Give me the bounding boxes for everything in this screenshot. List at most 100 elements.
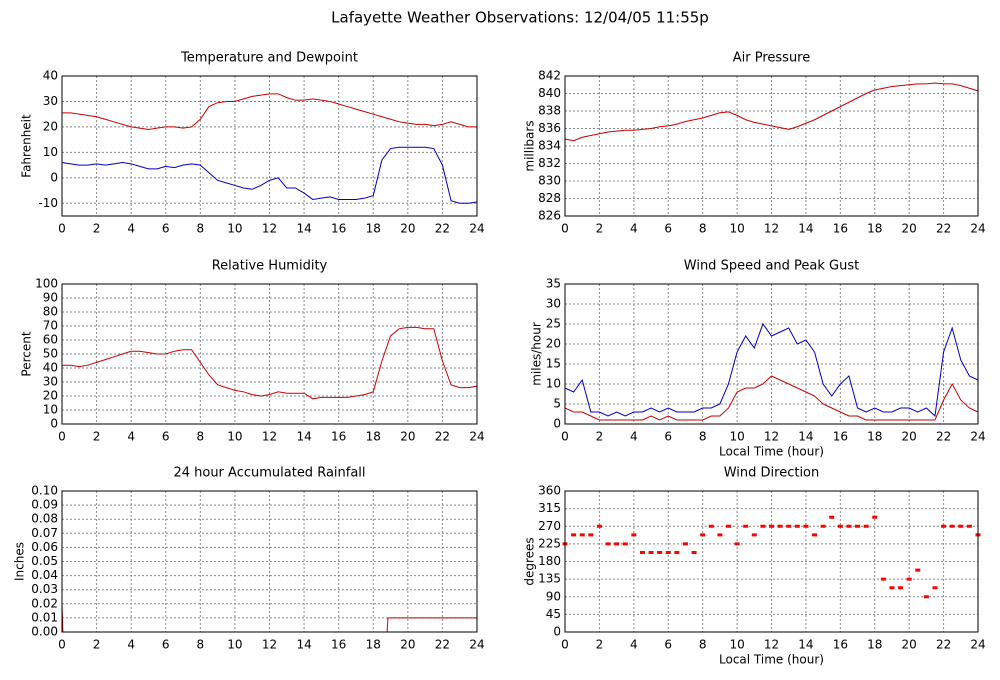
y-tick-label: 35 [546,277,561,291]
x-tick-label: 22 [936,430,951,444]
x-tick-label: 2 [93,222,101,236]
y-tick-label: 828 [538,191,561,205]
y-tick-label: 838 [538,104,561,118]
data-point [941,524,947,528]
x-tick-label: 6 [162,638,170,652]
y-tick-label: 10 [43,145,58,159]
data-point [880,577,886,581]
x-tick-label: 12 [262,638,277,652]
y-tick-label: 20 [43,119,58,133]
x-tick-label: 6 [162,222,170,236]
data-point [648,550,654,554]
x-tick-label: 14 [296,222,311,236]
x-tick-label: 22 [435,430,450,444]
x-tick-label: 12 [764,430,779,444]
y-axis-label: Inches [13,542,27,581]
x-tick-label: 24 [469,222,484,236]
x-tick-label: 18 [867,222,882,236]
x-tick-label: 6 [664,638,672,652]
x-tick-label: 0 [561,638,569,652]
y-tick-label: 20 [43,389,58,403]
y-tick-label: 5 [553,397,561,411]
data-point [674,550,680,554]
y-tick-label: 830 [538,174,561,188]
data-point [923,595,929,599]
y-tick-label: 840 [538,86,561,100]
x-tick-label: 10 [227,222,242,236]
y-tick-label: 45 [546,607,561,621]
x-tick-label: 18 [366,430,381,444]
y-tick-label: 832 [538,156,561,170]
y-tick-label: 826 [538,209,561,223]
x-tick-label: 14 [798,430,813,444]
data-point [812,533,818,537]
x-tick-label: 6 [664,430,672,444]
y-tick-label: 842 [538,69,561,83]
data-point [777,524,783,528]
x-tick-label: 20 [400,638,415,652]
y-tick-label: 0.07 [31,526,58,540]
x-tick-label: 14 [798,222,813,236]
chart-panel: Wind Speed and Peak Gust 35 30 25 20 15 10 5 00 2… [530,259,986,459]
x-tick-label: 20 [902,638,917,652]
x-tick-label: 12 [262,222,277,236]
data-point [596,524,602,528]
y-tick-label: -10 [38,196,58,210]
x-tick-label: 2 [93,430,101,444]
data-line [564,322,979,418]
data-point [665,550,671,554]
y-tick-label: 30 [43,375,58,389]
x-tick-label: 12 [262,430,277,444]
data-point [829,515,835,519]
plot-frame [564,490,979,633]
x-tick-label: 12 [764,638,779,652]
y-tick-label: 90 [43,291,58,305]
x-tick-label: 16 [833,222,848,236]
plot-frame [61,490,478,633]
y-tick-label: 135 [538,572,561,586]
y-tick-label: 0.06 [31,540,58,554]
x-tick-label: 0 [58,222,66,236]
x-tick-label: 0 [58,638,66,652]
y-tick-label: 70 [43,319,58,333]
data-point [639,550,645,554]
data-point [872,515,878,519]
y-tick-label: 360 [538,484,561,498]
x-tick-label: 22 [435,638,450,652]
data-point [682,542,688,546]
y-tick-label: 0.10 [31,484,58,498]
data-point [846,524,852,528]
x-tick-label: 10 [729,222,744,236]
y-tick-label: 0.08 [31,512,58,526]
x-tick-label: 8 [197,222,205,236]
y-tick-label: 0 [553,417,561,431]
data-point [588,533,594,537]
data-point [760,524,766,528]
x-tick-label: 0 [58,430,66,444]
y-tick-label: 10 [546,377,561,391]
data-point [794,524,800,528]
chart-panel: Air Pressure8428408388368348328308288260… [523,51,986,236]
y-tick-label: 90 [546,589,561,603]
x-tick-label: 0 [561,222,569,236]
data-point [932,586,938,590]
y-axis-label: Percent [20,331,34,376]
chart-panel: 24 hour Accumulated Rainfall 0.100.090.08… [13,466,485,652]
x-tick-label: 14 [798,638,813,652]
data-line [62,93,477,130]
data-point [657,550,663,554]
data-point [751,533,757,537]
x-tick-label: 24 [970,430,985,444]
data-point [863,524,869,528]
plot-frame [61,283,478,425]
data-point [915,568,921,572]
chart-title: Wind Direction [724,466,820,481]
data-point [631,533,637,537]
x-tick-label: 2 [93,638,101,652]
x-tick-label: 0 [561,430,569,444]
chart-title: Temperature and Dewpoint [180,51,358,66]
chart-title: Wind Speed and Peak Gust [684,259,859,274]
x-tick-label: 10 [729,638,744,652]
x-tick-label: 18 [867,430,882,444]
